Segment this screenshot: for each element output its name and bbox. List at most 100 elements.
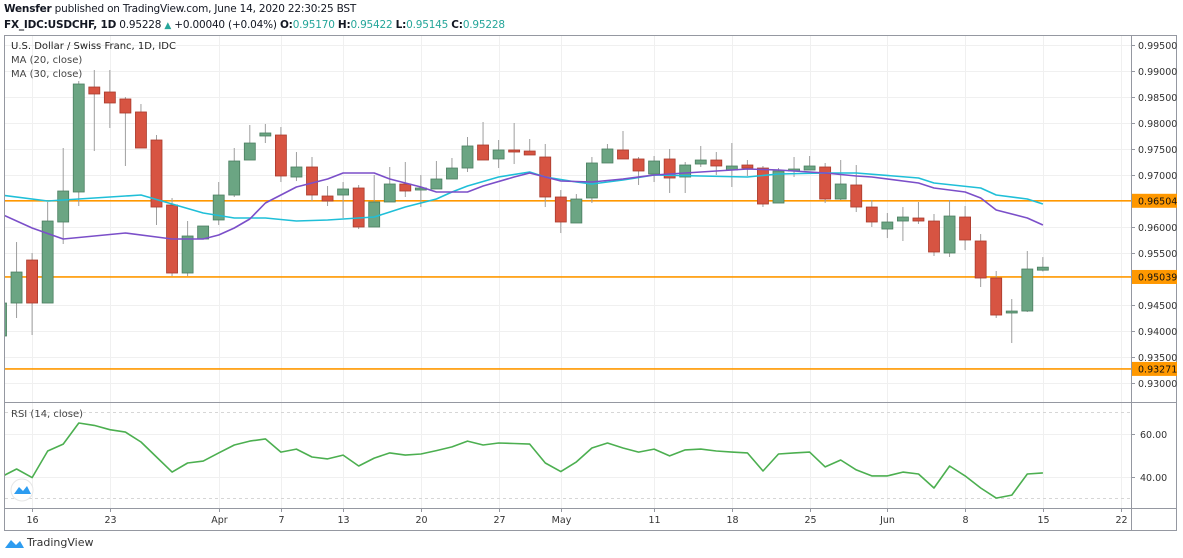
candle-body (477, 144, 489, 161)
price-tick-label: 0.96000 (1138, 223, 1177, 234)
low-label: L: (395, 19, 407, 31)
candle-body (1036, 266, 1049, 271)
candle-body (290, 166, 303, 178)
candle-body (10, 271, 23, 304)
candle-body (648, 160, 660, 175)
candles (5, 70, 1049, 344)
candle-body (321, 195, 334, 202)
legend-rsi[interactable]: RSI (14, close) (11, 409, 83, 420)
price-tick-label: 0.99500 (1138, 41, 1177, 52)
time-tick-label: 27 (493, 515, 505, 526)
rsi-tick-label: 40.00 (1140, 473, 1167, 484)
price-tick-label: 0.94000 (1138, 327, 1177, 338)
candle-body (259, 132, 272, 137)
price-tick-label: 0.97000 (1138, 171, 1177, 182)
candle-body (570, 198, 583, 224)
moving-averages (5, 168, 1044, 240)
tradingview-watermark (10, 478, 34, 502)
candle-body (959, 216, 971, 241)
legend-ma30[interactable]: MA (30, close) (11, 69, 82, 80)
candle-body (943, 215, 956, 254)
horizontal-levels (5, 199, 1131, 370)
low-value: 0.95145 (406, 19, 449, 31)
candle-body (26, 259, 39, 304)
ma20-line (5, 168, 1044, 240)
candle-body (337, 188, 350, 196)
price-tick-label: 0.98500 (1138, 93, 1177, 104)
grid (5, 36, 1131, 508)
candle-body (150, 139, 163, 208)
up-arrow-icon: ▲ (164, 21, 172, 31)
candle-body (554, 196, 567, 223)
candle-body (119, 98, 132, 114)
candle-body (990, 277, 1003, 316)
price-tick-label: 0.97500 (1138, 145, 1177, 156)
candle-body (228, 160, 241, 196)
candle-body (243, 142, 256, 161)
candle-body (617, 149, 629, 160)
open-label: O: (279, 19, 293, 31)
author-name[interactable]: Wensfer (4, 3, 52, 15)
candle-body (446, 167, 458, 180)
rsi-tick-label: 60.00 (1140, 430, 1167, 441)
candle-body (399, 183, 412, 192)
candle-body (834, 183, 847, 200)
candle-body (383, 183, 396, 203)
candle-body (912, 217, 925, 222)
candle-body (368, 201, 381, 228)
open-value: 0.95170 (292, 19, 335, 31)
last-price: 0.95228 (119, 19, 162, 31)
close-label: C: (451, 19, 463, 31)
price-tick-label: 0.95500 (1138, 249, 1177, 260)
candle-body (274, 134, 287, 177)
candle-body (197, 225, 210, 240)
publish-text: published on TradingView.com, June 14, 2… (54, 3, 357, 15)
axes: 0.99500 0.99000 0.98500 0.98000 0.97500 0.970… (26, 41, 1177, 526)
candle-body (865, 206, 878, 223)
candle-body (508, 149, 521, 153)
candle-body (492, 149, 505, 160)
price-tick-label: 0.93500 (1138, 353, 1177, 364)
footer-brand[interactable]: TradingView (27, 536, 94, 549)
candle-body (757, 167, 769, 205)
time-tick-label: 20 (415, 515, 427, 526)
time-tick-label: May (552, 515, 572, 526)
chart-title: U.S. Dollar / Swiss Franc, 1D, IDC (11, 41, 176, 52)
candle-body (881, 221, 894, 230)
candle-body (850, 184, 863, 208)
candle-body (601, 148, 614, 164)
candle-body (57, 190, 70, 223)
candle-body (663, 158, 676, 179)
level-price-label: 0.93271 (1138, 364, 1177, 375)
time-tick-label: 23 (104, 515, 116, 526)
tradingview-logo-icon (14, 486, 31, 494)
candle-body (803, 165, 816, 171)
legend-ma20[interactable]: MA (20, close) (11, 55, 82, 66)
time-tick-label: 13 (337, 515, 349, 526)
symbol-label: FX_IDC:USDCHF, 1D (4, 19, 117, 31)
level-price-badge (1132, 193, 1177, 208)
time-tick-label: 8 (962, 515, 968, 526)
candle-body (586, 162, 598, 199)
tradingview-logo-icon (5, 539, 24, 548)
candle-body (41, 220, 54, 304)
ma30-line (5, 171, 1044, 222)
close-value: 0.95228 (462, 19, 505, 31)
time-tick-label: 11 (648, 515, 660, 526)
legend: U.S. Dollar / Swiss Franc, 1D, IDC MA (2… (11, 41, 176, 420)
high-value: 0.95422 (350, 19, 393, 31)
symbol-info: FX_IDC:USDCHF, 1D 0.95228 ▲ +0.00040 (+0… (4, 19, 505, 31)
candle-body (772, 170, 785, 204)
candle-body (72, 83, 85, 193)
candle-body (212, 194, 225, 221)
time-tick-label: Apr (211, 515, 228, 526)
price-change: +0.00040 (+0.04%) (174, 19, 277, 31)
candle-body (352, 187, 365, 228)
candle-body (897, 216, 909, 222)
candle-body (710, 159, 723, 167)
time-tick-label: 22 (1115, 515, 1127, 526)
rsi-line (5, 422, 1043, 499)
chart-frame (4, 35, 1177, 531)
time-tick-label: Jun (879, 515, 895, 526)
